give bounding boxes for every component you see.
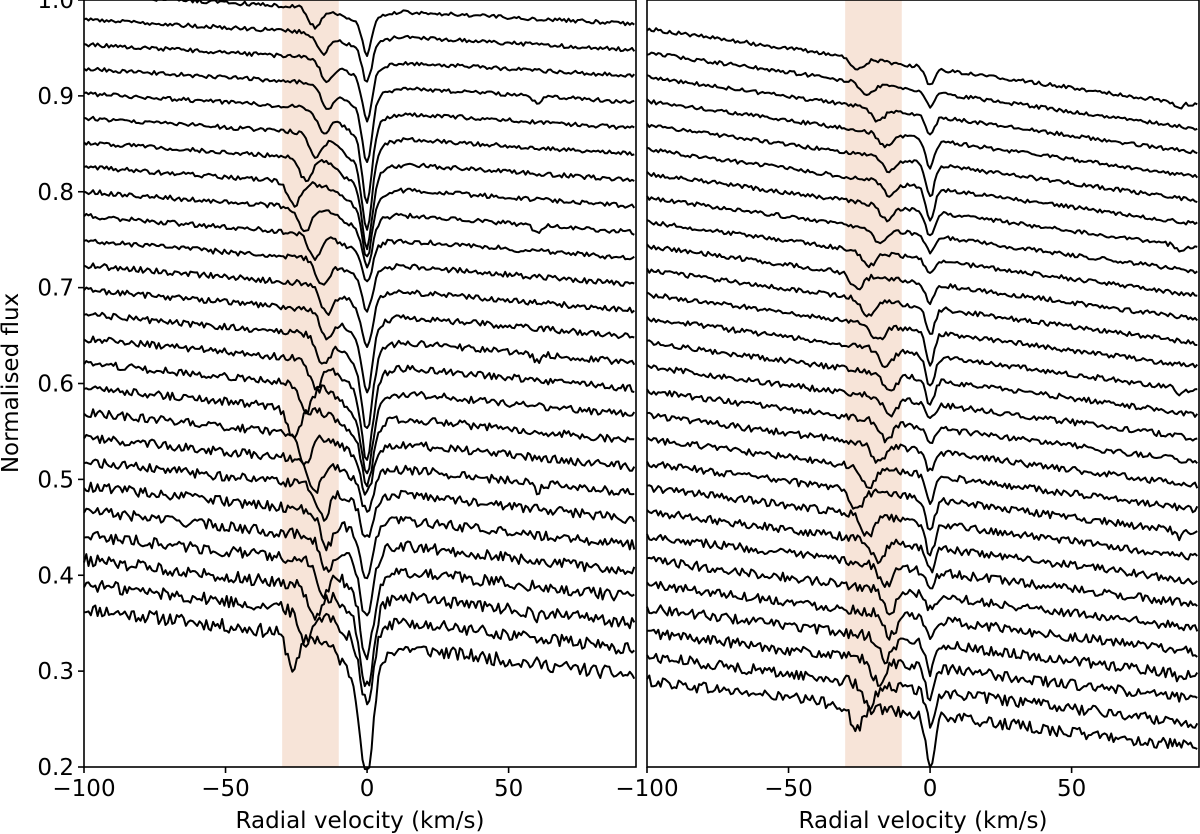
y-tick-label: 1.0 (37, 0, 74, 14)
y-axis-label: Normalised flux (0, 293, 24, 473)
x-tick-label: 50 (494, 776, 523, 802)
y-tick-label: 0.3 (37, 659, 74, 685)
spectrum-line (646, 316, 1198, 397)
y-tick-label: 0.5 (37, 467, 74, 493)
spectrum-line (646, 388, 1199, 464)
left-x-axis-label: Radial velocity (km/s) (236, 808, 485, 834)
right-panel: −100 −50 0 50 Radial velocity (km/s) (615, 0, 1200, 834)
spectrum-line (646, 195, 1198, 275)
x-tick-label: −50 (764, 776, 813, 802)
y-tick-label: 0.4 (37, 563, 74, 589)
spectrum-line (646, 411, 1199, 489)
y-tick-label: 0.7 (37, 276, 74, 302)
spectrum-line (83, 311, 636, 429)
spectrum-line (83, 507, 636, 617)
right-axes-frame (646, 0, 1200, 768)
right-spectra-series (646, 27, 1199, 769)
x-tick-label: 50 (1057, 776, 1086, 802)
spectrum-line (646, 533, 1198, 608)
y-tick-label: 0.8 (37, 180, 74, 206)
x-tick-label: −100 (52, 776, 115, 802)
spectrum-line (646, 628, 1198, 703)
spectrum-line (646, 146, 1198, 226)
spectrum-line (646, 291, 1199, 369)
right-shaded-band (845, 0, 902, 767)
spectrum-line (646, 652, 1199, 729)
spectrum-line (83, 385, 635, 488)
spectrum-line (83, 17, 636, 83)
spectrum-line (83, 140, 635, 251)
spectrum-line (646, 122, 1198, 204)
spectrum-line (83, 360, 636, 475)
y-tick-label: 0.9 (37, 84, 74, 110)
x-tick-label: 0 (923, 776, 938, 802)
spectrum-line (646, 219, 1198, 297)
spectrum-line (646, 267, 1198, 346)
spectrum-line (646, 604, 1199, 683)
spectrum-line (83, 433, 635, 513)
spectrum-line (83, 238, 635, 313)
spectrum-line (83, 335, 635, 461)
spectrum-line (646, 51, 1198, 131)
spectrum-line (646, 171, 1198, 253)
right-x-ticks: −100 −50 0 50 (615, 767, 1086, 802)
spectrum-line (646, 674, 1198, 769)
spectrum-line (83, 286, 635, 394)
spectrum-line (646, 509, 1198, 585)
spectrum-line (83, 66, 635, 163)
spectrum-line (83, 189, 635, 269)
spectrum-line (151, 0, 635, 57)
y-tick-label: 0.2 (37, 755, 74, 781)
spectrum-line (83, 212, 635, 283)
spectrum-line (83, 580, 635, 706)
spectrum-line (646, 339, 1199, 418)
left-y-ticks: 0.2 0.3 0.4 0.5 0.6 0.7 0.8 0.9 1.0 (37, 0, 84, 781)
spectrum-line (83, 165, 636, 258)
spectrum-line (646, 436, 1199, 514)
x-tick-label: −100 (615, 776, 678, 802)
spectrum-line (83, 408, 636, 496)
right-x-axis-label: Radial velocity (km/s) (799, 808, 1048, 834)
spectrum-line (83, 91, 635, 204)
spectrum-line (83, 530, 635, 661)
spectrum-line (83, 42, 636, 123)
spectrum-line (646, 484, 1198, 561)
spectrum-line (83, 604, 636, 771)
y-tick-label: 0.6 (37, 372, 74, 398)
spectrum-line (83, 481, 636, 580)
spectrum-line (83, 458, 636, 538)
spectrum-line (646, 555, 1199, 632)
spectrum-line (83, 115, 635, 231)
x-tick-label: −50 (201, 776, 250, 802)
spectrum-line (646, 461, 1198, 542)
spectrum-line (646, 27, 1198, 110)
spectrum-line (646, 243, 1199, 322)
left-x-ticks: −100 −50 0 50 (52, 767, 523, 802)
spectrum-line (83, 262, 635, 348)
spectrum-line (646, 98, 1199, 179)
spectrum-line (646, 364, 1198, 442)
spectrum-line (83, 553, 636, 688)
left-spectra-series (83, 0, 636, 771)
x-tick-label: 0 (360, 776, 375, 802)
spectrum-line (646, 580, 1198, 658)
left-panel: −100 −50 0 50 0.2 0.3 0.4 0.5 0.6 0.7 0.8 0.9 1.0 R… (0, 0, 637, 834)
spectrum-line (646, 74, 1198, 155)
